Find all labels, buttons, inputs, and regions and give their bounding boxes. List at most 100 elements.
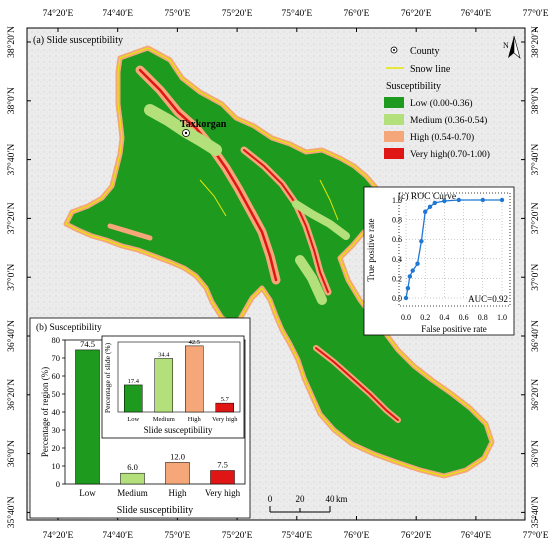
valley-very-high-zone-2: [243, 149, 329, 293]
lon-tick-label: 75°40′E: [281, 530, 312, 541]
lon-tick-label: 75°0′E: [164, 8, 190, 19]
snow-line-inner-1: [199, 179, 227, 217]
roc-point: [442, 198, 447, 204]
north-arrow-icon: [508, 35, 521, 59]
lat-tick-label: 38°0′N: [6, 87, 17, 114]
slide-x-category-label: Low: [127, 416, 139, 423]
lon-tick-label: 74°40′E: [102, 530, 133, 541]
bar-chart-area-xlabel: Slide susceptibility: [117, 505, 193, 516]
legend-swatch-high: [384, 131, 404, 142]
roc-yticks: 0.0 0.2 0.4 0.6 0.8 1.0: [392, 196, 402, 303]
scale-unit: km: [336, 494, 348, 504]
valley-high-zone-3: [107, 223, 153, 241]
longitude-ticks-bottom: 74°20′E 74°40′E 75°0′E 75°20′E 75°40′E 76°0′E…: [43, 516, 549, 541]
roc-point: [456, 197, 461, 203]
slide-bar-very-high: [215, 402, 234, 413]
lon-tick-label: 74°40′E: [102, 8, 133, 19]
roc-xtick-label: 0.0: [401, 313, 411, 322]
medium-zone-2: [292, 200, 350, 240]
roc-point: [432, 200, 437, 206]
lon-tick-label: 76°0′E: [344, 530, 370, 541]
roc-ytick-label: 0.4: [392, 255, 402, 264]
roc-ylabel: True positive rate: [366, 218, 376, 281]
snow-line-inner-2: [319, 179, 339, 221]
x-category-label: Low: [79, 488, 96, 498]
x-category-label: Medium: [117, 488, 148, 498]
lon-tick-label: 76°20′E: [401, 8, 432, 19]
bar-value-label: 12.0: [170, 451, 185, 461]
roc-ytick-label: 0.6: [392, 235, 402, 244]
slide-bar-value-label: 17.4: [128, 378, 140, 385]
roc-ytick-label: 0.8: [392, 216, 402, 225]
snow-line-outer: [65, 47, 493, 477]
lat-tick-label: 37°40′N: [530, 144, 541, 176]
slide-bar-value-label: 5.7: [221, 396, 230, 403]
lat-tick-label: 37°0′N: [530, 264, 541, 291]
legend-swatch-medium: [384, 114, 404, 125]
lon-tick-label: 77°0′E: [523, 530, 549, 541]
roc-xtick-label: 0.2: [420, 313, 430, 322]
lat-tick-label: 38°20′N: [530, 26, 541, 58]
roc-xlabel: False positive rate: [421, 324, 486, 334]
roc-point: [403, 295, 409, 301]
bar-chart-area-ylabel: Percentage of region (%): [40, 367, 50, 457]
lat-tick-label: 36°40′N: [6, 320, 17, 352]
medium-zone-3: [295, 255, 327, 305]
roc-auc-annotation: AUC=0.92: [468, 294, 508, 304]
x-category-label: High: [169, 488, 188, 498]
inset-b-panel: (b) Susceptibility 0 10 20 30 40 50 60 70 80 Per…: [29, 317, 251, 519]
lat-tick-label: 38°20′N: [6, 26, 17, 58]
slide-bar-medium: [154, 358, 173, 413]
slide-bar-high: [185, 345, 204, 413]
legend-label-low: Low (0.00-0.36): [410, 98, 473, 109]
roc-point: [419, 238, 424, 244]
scale-tick-20: 20: [296, 494, 306, 504]
lat-tick-label: 36°40′N: [530, 320, 541, 352]
lon-tick-label: 76°20′E: [401, 530, 432, 541]
lon-tick-label: 75°0′E: [164, 530, 190, 541]
inset-b-title: (b) Susceptibility: [36, 322, 102, 333]
latitude-ticks-left: 38°20′N 38°0′N 37°40′N 37°20′N 37°0′N 36°40′N…: [6, 26, 31, 528]
bar-chart-slide-xticks: Low Medium High Very high: [127, 416, 238, 423]
valley-very-high-zone-4: [315, 347, 399, 421]
bar-chart-area-bars: 74.5 6.0 12.0 7.5: [75, 339, 235, 485]
lon-tick-label: 74°20′E: [43, 530, 74, 541]
scale-tick-40: 40: [326, 494, 336, 504]
roc-xticks: 0.0 0.2 0.4 0.6 0.8 1.0: [401, 313, 507, 322]
legend-swatch-low: [384, 97, 404, 108]
legend-label-high: High (0.54-0.70): [410, 132, 474, 143]
lon-tick-label: 75°40′E: [281, 8, 312, 19]
ytick-label: 30: [52, 425, 61, 435]
roc-point: [499, 197, 505, 203]
roc-ytick-label: 0.0: [392, 294, 402, 303]
roc-point: [405, 286, 411, 291]
legend-snow-line-label: Snow line: [410, 64, 451, 75]
bar-chart-area-xticks: Low Medium High Very high: [79, 488, 240, 498]
inset-c-panel: 0.0 0.2 0.4 0.6 0.8 1.0 0.0 0.2 0.4 0.6 0.8 1.0 (c…: [363, 186, 515, 336]
slide-x-category-label: Medium: [153, 416, 175, 423]
county-region: [63, 45, 495, 479]
county-seat-marker: [182, 129, 190, 137]
ytick-label: 70: [52, 353, 61, 363]
north-label: N: [503, 41, 509, 50]
lon-tick-label: 74°20′E: [43, 8, 74, 19]
ytick-label: 50: [52, 389, 61, 399]
lat-tick-label: 37°20′N: [6, 202, 17, 234]
slide-bar-value-label: 34.4: [158, 351, 170, 358]
lat-tick-label: 37°0′N: [6, 264, 17, 291]
bar-value-label: 7.5: [217, 460, 228, 470]
legend-title: Susceptibility: [386, 81, 441, 92]
lat-tick-label: 36°0′N: [6, 440, 17, 467]
ytick-label: 60: [52, 371, 61, 381]
lat-tick-label: 37°20′N: [530, 202, 541, 234]
slide-bar-low: [124, 384, 143, 413]
ytick-label: 0: [56, 479, 60, 489]
valley-very-high-zone: [138, 68, 278, 282]
ytick-label: 20: [52, 443, 61, 453]
county-name-label: Taxkorgan: [180, 119, 227, 130]
ytick-label: 80: [52, 335, 61, 345]
lon-tick-label: 75°20′E: [222, 530, 253, 541]
bar-chart-slide-xlabel: Slide susceptibility: [144, 425, 213, 435]
